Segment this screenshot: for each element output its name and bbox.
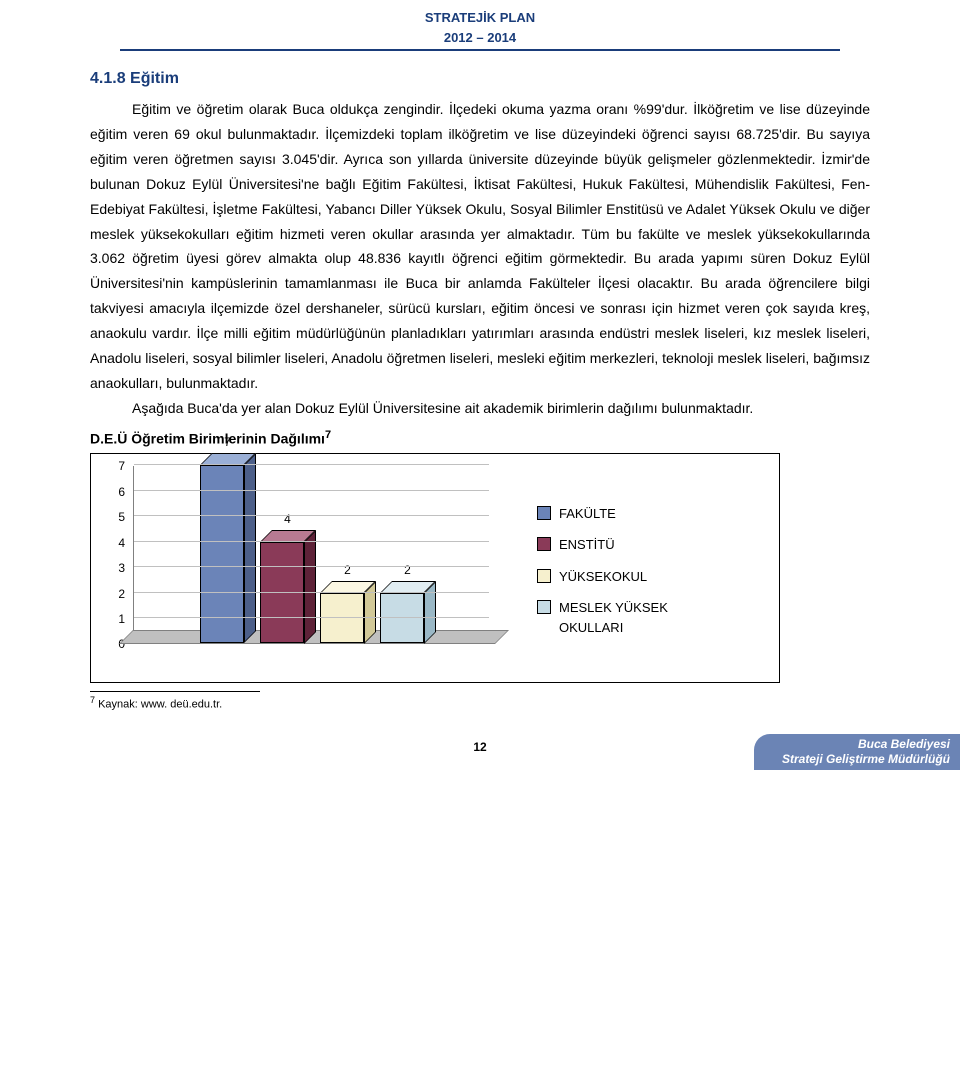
legend-label: MESLEK YÜKSEK OKULLARI (559, 598, 729, 637)
page-content: 4.1.8 Eğitim Eğitim ve öğretim olarak Bu… (0, 53, 960, 714)
footer-line2: Strateji Geliştirme Müdürlüğü (782, 752, 950, 767)
y-tick: 1 (118, 610, 125, 628)
chart-plot-area: 01234567 7422 (109, 466, 489, 666)
chart-heading-sup: 7 (325, 429, 331, 441)
bar-label: 2 (386, 561, 430, 579)
chart-container: 01234567 7422 FAKÜLTEENSTİTÜYÜKSEKOKULME… (90, 453, 780, 683)
y-tick: 4 (118, 534, 125, 552)
bar-label: 7 (206, 433, 250, 451)
footnote: 7 Kaynak: www. deü.edu.tr. (90, 694, 870, 713)
chart-plot: 7422 (133, 466, 489, 644)
legend-label: FAKÜLTE (559, 504, 616, 524)
legend-swatch (537, 537, 551, 551)
y-tick: 2 (118, 585, 125, 603)
header-underline (120, 49, 840, 51)
paragraph-1: Eğitim ve öğretim olarak Buca oldukça ze… (90, 97, 870, 396)
footnote-text: Kaynak: www. deü.edu.tr. (95, 699, 222, 711)
page-header: STRATEJİK PLAN 2012 – 2014 (0, 0, 960, 53)
legend-item: ENSTİTÜ (537, 535, 769, 555)
chart-legend: FAKÜLTE ENSTİTÜ YÜKSEKOKUL MESLEK YÜKSEK OK… (489, 466, 769, 674)
grid-line (134, 566, 489, 567)
chart-y-axis: 01234567 (109, 466, 129, 644)
grid-line (134, 617, 489, 618)
footnote-separator (90, 691, 260, 692)
legend-swatch (537, 569, 551, 583)
legend-label: YÜKSEKOKUL (559, 567, 647, 587)
header-title-line1: STRATEJİK PLAN (0, 8, 960, 28)
y-tick: 3 (118, 559, 125, 577)
legend-item: MESLEK YÜKSEK OKULLARI (537, 598, 769, 637)
paragraph-2: Aşağıda Buca'da yer alan Dokuz Eylül Üni… (90, 396, 870, 421)
paragraph-2-text: Aşağıda Buca'da yer alan Dokuz Eylül Üni… (132, 400, 753, 416)
y-tick: 7 (118, 457, 125, 475)
footer-credits: Buca Belediyesi Strateji Geliştirme Müdü… (754, 734, 960, 770)
section-title: 4.1.8 Eğitim (90, 67, 870, 91)
y-tick: 5 (118, 508, 125, 526)
legend-label: ENSTİTÜ (559, 535, 615, 555)
grid-line (134, 490, 489, 491)
legend-item: FAKÜLTE (537, 504, 769, 524)
legend-swatch (537, 506, 551, 520)
page-number: 12 (473, 738, 486, 756)
grid-line (134, 464, 489, 465)
grid-line (134, 592, 489, 593)
y-tick: 6 (118, 483, 125, 501)
grid-line (134, 541, 489, 542)
grid-line (134, 515, 489, 516)
footer-line1: Buca Belediyesi (782, 737, 950, 752)
legend-item: YÜKSEKOKUL (537, 567, 769, 587)
paragraph-1-text: Eğitim ve öğretim olarak Buca oldukça ze… (90, 101, 870, 391)
page-footer: 12 Buca Belediyesi Strateji Geliştirme M… (0, 724, 960, 770)
header-title-line2: 2012 – 2014 (0, 28, 960, 48)
bar-label: 2 (326, 561, 370, 579)
bar-label: 4 (266, 510, 310, 528)
legend-swatch (537, 600, 551, 614)
